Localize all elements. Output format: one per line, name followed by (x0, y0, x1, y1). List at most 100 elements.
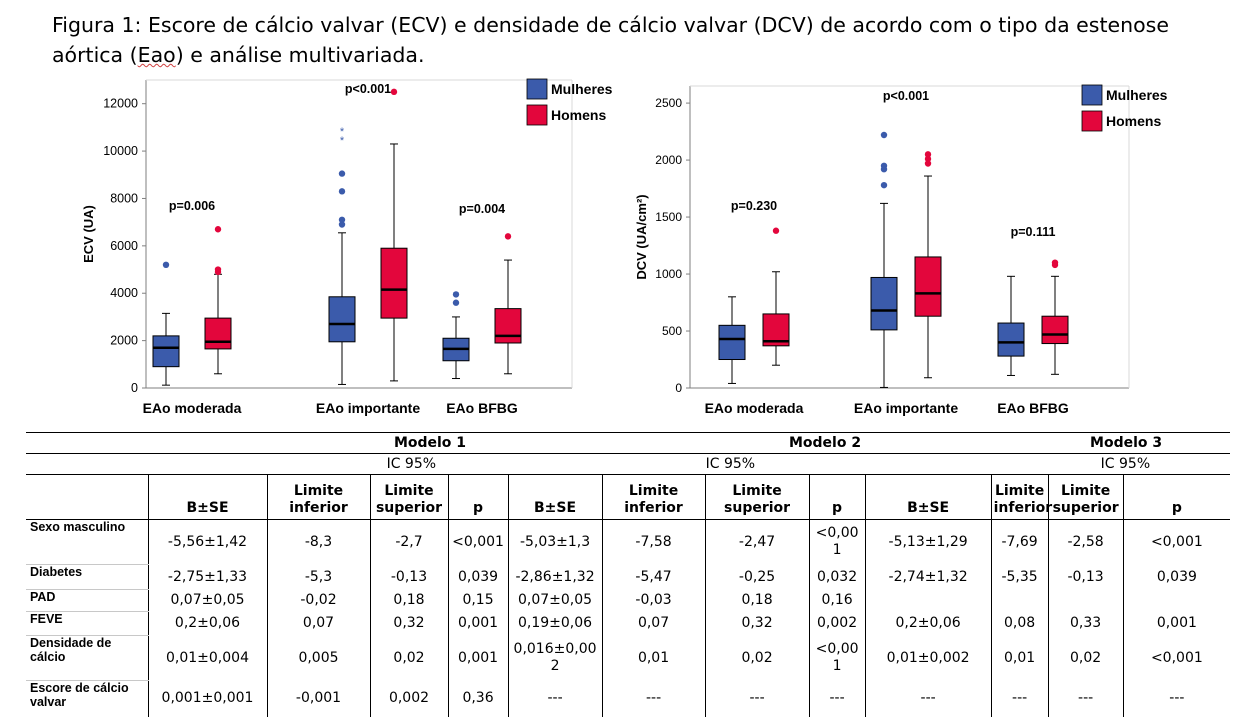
table-cell: -2,75±1,33 (147, 564, 267, 590)
p-value-label: p<0.001 (883, 89, 929, 103)
table-cell: 0,02 (1047, 635, 1124, 681)
box-homens (380, 247, 408, 319)
box-mulheres (870, 276, 898, 331)
header-b-se: B±SE (147, 474, 267, 520)
x-category-label: EAo importante (854, 400, 958, 416)
ecv-chart: 0 2000 4000 6000 8000 10000 12000 ECV (UA) EAo m… (81, 78, 613, 416)
model-3-ci: IC 95% (865, 453, 1231, 475)
outlier-point (880, 181, 888, 189)
table-row: Sexo masculino -5,56±1,42 -8,3 -2,7 <0,001 -5… (26, 519, 1231, 565)
table-cell: -0,13 (369, 564, 448, 590)
p-value-label: p=0.006 (169, 199, 215, 213)
header-p: p (1122, 474, 1231, 520)
outlier-point (338, 216, 346, 223)
table-cell: -8,3 (266, 519, 370, 565)
outlier-point (162, 261, 170, 268)
y-tick-label: 12000 (103, 97, 138, 111)
y-tick-label: 0 (131, 381, 138, 395)
model-3-header: Modelo 3 (865, 432, 1231, 454)
outlier-point (880, 165, 888, 173)
dcv-chart: 0 500 1000 1500 2000 2500 DCV (UA/cm²) EAo mode… (634, 84, 1168, 416)
table-cell: 0,001±0,001 (147, 680, 267, 717)
table-cell: 0,02 (704, 635, 810, 681)
table-cell: --- (1047, 680, 1124, 717)
figure-caption: Figura 1: Escore de cálcio valvar (ECV) … (52, 10, 1232, 70)
header-lower-limit: Limite inferior (601, 474, 706, 520)
legend-label: Mulheres (551, 81, 613, 97)
row-label: Densidade de cálcio (26, 635, 148, 681)
table-cell: 0,2±0,06 (864, 611, 992, 636)
caption-text-a: Figura 1: Escore de cálcio valvar (ECV) … (52, 13, 1169, 37)
table-cell: -2,86±1,32 (507, 564, 603, 590)
table-cell: -2,74±1,32 (864, 564, 992, 590)
caption-text-d: ) e análise multivariada. (175, 43, 425, 67)
table-cell: <0,001 (447, 519, 509, 565)
model-1-header: Modelo 1 (148, 432, 509, 454)
header-upper-limit: Limite superior (369, 474, 448, 520)
table-cell: -7,69 (990, 519, 1049, 565)
table-cell: 0,005 (266, 635, 370, 681)
table-column-header-row: B±SE Limite inferior Limite superior p B±SE Lim… (26, 474, 1231, 520)
table-cell (1047, 589, 1124, 612)
x-category-label: EAo BFBG (446, 400, 518, 416)
box-mulheres (718, 324, 746, 361)
row-label: Sexo masculino (26, 519, 148, 565)
table-cell: -5,47 (601, 564, 706, 590)
table-cell: 0,19±0,06 (507, 611, 603, 636)
table-row: PAD 0,07±0,05 -0,02 0,18 0,15 0,07±0,05 -0,03 0… (26, 589, 1231, 612)
table-row: Diabetes -2,75±1,33 -5,3 -0,13 0,039 -2,86±1,… (26, 564, 1231, 590)
table-cell: -2,7 (369, 519, 448, 565)
table-cell: 0,02 (369, 635, 448, 681)
p-value-label: p=0.111 (1011, 225, 1056, 239)
y-axis-label: DCV (UA/cm²) (634, 194, 649, 279)
y-tick-label: 2000 (110, 334, 138, 348)
outlier-point (214, 266, 222, 273)
outlier-point (452, 299, 460, 306)
table-cell: 0,16 (808, 589, 866, 612)
table-cell: --- (990, 680, 1049, 717)
table-cell (1122, 589, 1231, 612)
x-category-label: EAo moderada (705, 400, 804, 416)
box-mulheres (328, 296, 356, 343)
legend-swatch (1081, 110, 1103, 132)
p-value-label: p=0.230 (731, 199, 777, 213)
box-mulheres (997, 322, 1025, 357)
y-tick-label: 10000 (103, 144, 138, 158)
legend-swatch (526, 104, 548, 126)
y-tick-label: 0 (675, 381, 682, 395)
table-cell: 0,001 (447, 635, 509, 681)
table-cell: 0,032 (808, 564, 866, 590)
box-homens (494, 308, 522, 344)
model-1-ci: IC 95% (148, 453, 509, 475)
outlier-point (1051, 261, 1059, 269)
box-homens (1041, 315, 1069, 345)
table-cell: 0,001 (1122, 611, 1231, 636)
table-cell: -2,47 (704, 519, 810, 565)
legend-label: Homens (551, 107, 606, 123)
table-cell: 0,18 (369, 589, 448, 612)
table-cell: -0,02 (266, 589, 370, 612)
header-p: p (447, 474, 509, 520)
table-cell: 0,33 (1047, 611, 1124, 636)
legend-swatch (526, 78, 548, 100)
table-cell: 0,039 (1122, 564, 1231, 590)
p-value-label: p=0.004 (459, 202, 505, 216)
y-tick-label: 8000 (110, 191, 138, 205)
row-label: Diabetes (26, 564, 148, 590)
table-cell: 0,32 (369, 611, 448, 636)
box-mulheres (442, 337, 470, 362)
table-cell: 0,002 (369, 680, 448, 717)
outlier-point (338, 170, 346, 177)
table-row: Escore de cálcio valvar 0,001±0,001 -0,001 0… (26, 680, 1231, 717)
caption-text-c: Eao (137, 43, 176, 67)
table-cell: --- (808, 680, 866, 717)
table-cell: 0,039 (447, 564, 509, 590)
header-upper-limit: Limite superior (704, 474, 810, 520)
x-category-label: EAo BFBG (997, 400, 1069, 416)
table-cell: --- (704, 680, 810, 717)
table-cell: 0,18 (704, 589, 810, 612)
table-cell: 0,07±0,05 (507, 589, 603, 612)
table-cell: 0,01±0,004 (147, 635, 267, 681)
outlier-point (924, 155, 932, 163)
table-cell: -5,35 (990, 564, 1049, 590)
